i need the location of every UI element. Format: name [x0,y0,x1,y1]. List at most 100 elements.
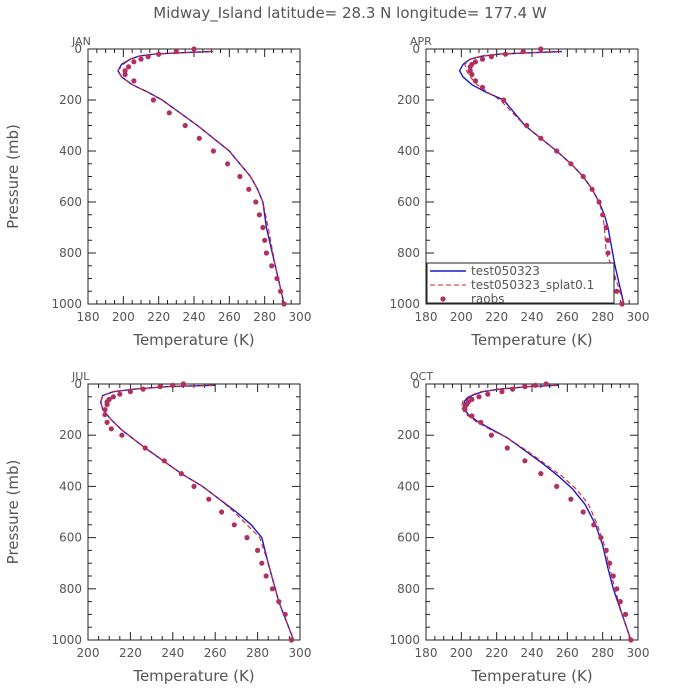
raobs-point [269,263,275,269]
raobs-point [269,586,275,592]
x-tick-label: 300 [289,310,312,324]
raobs-point [126,64,132,70]
x-tick-label: 220 [485,646,508,660]
x-tick-label: 300 [627,310,650,324]
y-tick-label: 600 [59,195,82,209]
y-tick-label: 1000 [389,297,420,311]
raobs-point [161,458,167,464]
y-tick-label: 600 [397,195,420,209]
series-line-test [462,384,632,641]
raobs-point [469,71,475,78]
x-tick-label: 260 [204,646,227,660]
raobs-point [142,445,148,451]
raobs-point [504,445,510,451]
raobs-point [206,496,212,502]
x-tick-label: 300 [289,646,312,660]
raobs-point [156,51,162,57]
plot-frame [87,383,301,641]
x-axis-label: Temperature (K) [470,331,592,349]
x-tick-label: 200 [450,310,473,324]
raobs-point [263,573,269,579]
raobs-point [628,637,634,643]
legend-label: test050323 [471,264,540,278]
raobs-point [127,389,133,395]
raobs-point [274,275,280,282]
y-tick-label: 600 [59,531,82,545]
y-tick-label: 400 [59,144,82,158]
raobs-point [122,71,128,78]
raobs-point [603,224,609,231]
raobs-point [603,547,609,554]
raobs-point [605,237,611,243]
raobs-point [122,68,128,74]
raobs-point [596,199,602,205]
x-tick-label: 180 [415,646,438,660]
panels: JAN 180 200 220 240 260 280 300 0 200 400 600 800 100… [4,35,649,685]
raobs-point [278,288,284,294]
raobs-point [554,148,560,154]
raobs-point [259,560,265,566]
plot-area [460,381,634,643]
raobs-point [509,386,516,392]
panel-oct: OCT 180 200 220 240 260 280 300 0 200 400 600 800 100… [389,370,649,685]
x-tick-label: 240 [183,310,206,324]
raobs-point [538,471,544,477]
y-tick-label: 1000 [389,633,420,647]
y-tick-label: 800 [397,582,420,596]
y-tick-label: 0 [412,42,420,56]
y-tick-label: 400 [397,144,420,158]
x-tick-label: 220 [147,310,170,324]
raobs-point [260,224,266,231]
raobs-point [479,84,486,90]
raobs-point [605,250,611,256]
raobs-point [191,46,197,52]
raobs-point [619,301,625,307]
y-axis-label: Pressure (mb) [4,460,22,565]
legend-label: test050323_splat0.1 [471,278,594,292]
y-tick-label: 0 [74,42,82,56]
raobs-point [532,382,539,388]
x-tick-label: 220 [119,646,142,660]
x-tick-label: 280 [591,646,614,660]
raobs-point [117,391,123,397]
raobs-point [178,471,184,477]
x-tick-label: 260 [556,646,579,660]
panel-label: JUL [71,370,90,383]
raobs-point [554,483,560,489]
raobs-point [520,48,526,55]
raobs-point [617,599,623,605]
raobs-point [262,237,268,243]
raobs-point [255,547,261,554]
y-tick-label: 200 [397,428,420,442]
figure-title: Midway_Island latitude= 28.3 N longitude… [153,4,547,23]
raobs-point [182,122,188,129]
x-tick-label: 260 [218,310,241,324]
raobs-point [225,161,231,167]
raobs-point [467,64,473,70]
raobs-point [522,384,528,390]
raobs-point [102,407,108,413]
x-tick-label: 300 [627,646,650,660]
x-tick-label: 200 [77,646,100,660]
raobs-point [488,54,494,60]
x-axis-label: Temperature (K) [132,667,254,685]
raobs-point [276,599,282,605]
raobs-point [502,51,509,57]
raobs-point [591,522,597,528]
raobs-point [478,419,484,425]
panel-jul: JUL 200 220 240 260 280 300 0 200 400 600 800 1000 Te… [4,370,311,685]
x-tick-label: 240 [521,310,544,324]
y-tick-label: 0 [74,377,82,391]
y-tick-label: 800 [397,246,420,260]
raobs-point [210,148,216,154]
raobs-point [281,301,287,307]
legend-marker-raobs [440,296,446,302]
raobs-point [180,381,186,387]
y-tick-label: 400 [397,479,420,493]
raobs-point [472,78,479,84]
raobs-point [157,384,163,390]
series-line-test [99,384,295,641]
raobs-point [253,199,259,205]
raobs-point [104,419,110,425]
